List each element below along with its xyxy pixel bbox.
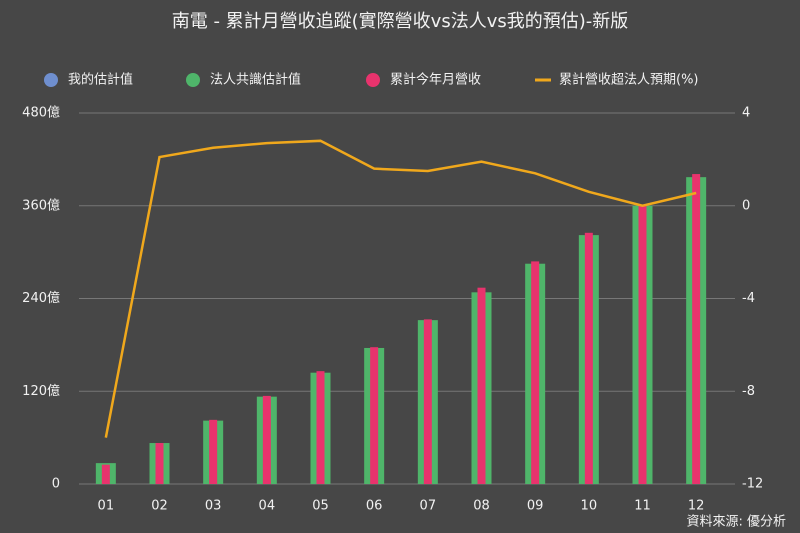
source-note: 資料來源: 優分析 [686,515,786,530]
x-tick-label: 12 [688,499,705,514]
y2-tick-label: -4 [742,291,755,306]
bar [477,287,486,484]
bar [370,347,379,484]
bar [584,232,593,484]
y2-tick-label: -8 [742,384,755,399]
y2-tick-label: 4 [742,106,750,121]
x-tick-label: 04 [259,499,276,514]
y2-tick-label: -12 [742,477,763,492]
x-tick-label: 09 [527,499,544,514]
x-tick-label: 10 [581,499,598,514]
y-tick-label: 240億 [22,290,60,306]
y2-tick-label: 0 [742,198,750,213]
legend-marker [186,73,200,87]
y-tick-label: 480億 [22,105,60,121]
x-tick-label: 02 [151,499,168,514]
bar [638,204,647,484]
chart-title: 南電 - 累計月營收追蹤(實際營收vs法人vs我的預估)-新版 [172,11,629,32]
y-tick-label: 120億 [22,383,60,399]
legend-marker [44,73,58,87]
x-tick-label: 07 [420,499,437,514]
x-tick-label: 08 [473,499,490,514]
legend-label: 我的估計值 [68,72,133,88]
legend-label: 累計營收超法人預期(%) [559,72,699,88]
x-tick-label: 03 [205,499,222,514]
bar [316,371,325,484]
legend-label: 累計今年月營收 [390,72,481,88]
legend-marker [366,73,380,87]
x-tick-label: 05 [312,499,329,514]
y-tick-label: 0 [52,477,60,492]
bar [155,443,164,484]
bar [692,174,701,484]
legend-label: 法人共識估計值 [210,72,301,88]
x-tick-label: 11 [634,499,651,514]
y-tick-label: 360億 [22,197,60,213]
bar [101,464,110,484]
line [104,139,697,438]
x-tick-label: 06 [366,499,383,514]
x-tick-label: 01 [98,499,115,514]
bar [209,419,218,484]
bar [423,319,432,484]
bar [262,395,271,484]
bar [531,261,540,484]
